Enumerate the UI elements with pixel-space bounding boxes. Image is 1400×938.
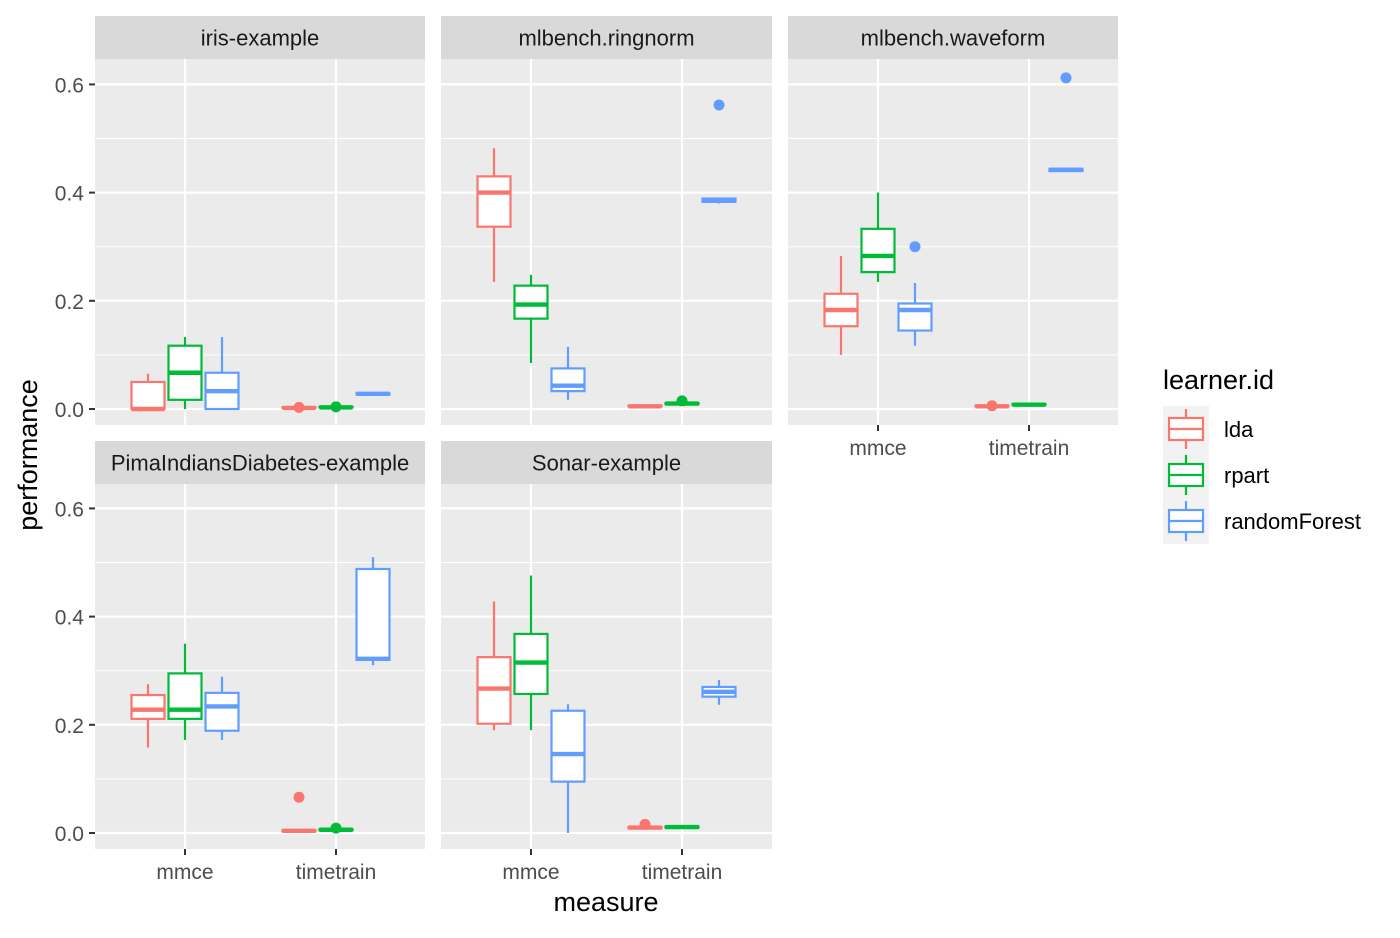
facet-title: Sonar-example [532, 451, 681, 476]
legend-item-lda: lda [1163, 406, 1254, 452]
panel-background [788, 59, 1118, 425]
y-tick-label: 0.0 [55, 823, 84, 846]
facet-panel: PimaIndiansDiabetes-example 0.0 0.2 0.4 0.6 m… [55, 441, 425, 884]
box-randomForest-mmce [204, 337, 240, 411]
legend-item-rpart: rpart [1163, 452, 1269, 498]
box-lda-mmce [823, 255, 859, 355]
legend-item-randomForest: randomForest [1163, 498, 1361, 544]
facet-panel: mlbench.ringnorm [441, 16, 772, 425]
y-tick-label: 0.6 [55, 74, 84, 97]
facet-title: mlbench.ringnorm [518, 26, 694, 51]
box-body [204, 691, 240, 732]
outlier-point [909, 241, 921, 253]
outlier-point [639, 818, 651, 830]
x-tick-label: timetrain [989, 437, 1070, 460]
facet-panel: iris-example 0.0 0.2 0.4 0.6 [55, 16, 425, 425]
box-body [355, 567, 391, 661]
y-axis-title: performance [13, 379, 43, 531]
y-tick-label: 0.2 [55, 715, 84, 738]
box-randomForest-mmce [897, 241, 933, 346]
box-rpart-mmce [513, 274, 549, 364]
outlier-point [330, 822, 342, 834]
box-rpart-mmce [167, 643, 203, 740]
legend: learner.id lda rpart randomForest [1163, 365, 1361, 544]
legend-title: learner.id [1163, 365, 1274, 395]
box-randomForest-timetrain [1048, 72, 1084, 173]
box-rpart-timetrain [318, 822, 354, 834]
box-body [167, 672, 203, 720]
box-lda-mmce [130, 373, 166, 412]
y-tick-label: 0.2 [55, 291, 84, 314]
box-body [130, 380, 166, 411]
box-randomForest-timetrain [355, 557, 391, 666]
box-randomForest-mmce [204, 676, 240, 740]
facet-title: mlbench.waveform [861, 26, 1046, 51]
box-randomForest-mmce [550, 704, 586, 833]
box-lda-timetrain [627, 404, 663, 409]
box-randomForest-timetrain [701, 679, 737, 705]
x-axis-title: measure [553, 887, 658, 917]
box-lda-timetrain [281, 791, 317, 834]
box-lda-timetrain [974, 400, 1010, 412]
outlier-point [293, 791, 305, 803]
x-tick-label: timetrain [296, 861, 377, 884]
facet-strip [788, 16, 1118, 59]
box-body [513, 284, 549, 320]
panel-background [95, 484, 425, 849]
box-rpart-timetrain [318, 401, 354, 413]
box-rpart-mmce [860, 192, 896, 282]
box-rpart-timetrain [1011, 402, 1047, 407]
facet-strip [95, 16, 425, 59]
box-lda-timetrain [627, 818, 663, 830]
facet-strip [441, 441, 772, 484]
box-rpart-timetrain [664, 824, 700, 830]
outlier-point [330, 401, 342, 413]
box-lda-mmce [476, 601, 512, 731]
outlier-point [676, 395, 688, 407]
box-body [476, 175, 512, 228]
box-lda-timetrain [281, 401, 317, 413]
legend-label: lda [1224, 417, 1254, 442]
box-rpart-timetrain [664, 395, 700, 407]
outlier-point [1060, 72, 1072, 84]
box-lda-mmce [476, 148, 512, 282]
box-lda-mmce [130, 684, 166, 748]
box-body [860, 227, 896, 274]
facet-title: iris-example [201, 26, 320, 51]
box-body [550, 709, 586, 783]
y-tick-label: 0.6 [55, 498, 84, 521]
x-tick-label: mmce [849, 437, 906, 460]
panel-background [441, 59, 772, 425]
box-randomForest-timetrain [355, 391, 391, 397]
box-body [130, 693, 166, 720]
x-tick-label: mmce [156, 861, 213, 884]
outlier-point [713, 99, 725, 111]
facet-panel: Sonar-example mmce timetrain [441, 441, 772, 884]
panels-layer: iris-example 0.0 0.2 0.4 0.6 mlbench.ringnorm… [55, 16, 1118, 884]
outlier-point [293, 401, 305, 413]
x-tick-label: timetrain [642, 861, 723, 884]
legend-label: rpart [1224, 463, 1269, 488]
facet-panel: mlbench.waveform mmce timetrain [788, 16, 1118, 460]
y-tick-label: 0.4 [55, 607, 85, 630]
y-tick-label: 0.0 [55, 399, 84, 422]
facet-strip [95, 441, 425, 484]
box-body [897, 302, 933, 332]
box-rpart-mmce [167, 337, 203, 409]
outlier-point [986, 400, 998, 412]
box-rpart-mmce [513, 575, 549, 731]
legend-label: randomForest [1224, 509, 1361, 534]
box-randomForest-timetrain [701, 99, 737, 204]
panel-background [95, 59, 425, 425]
y-tick-label: 0.4 [55, 183, 85, 206]
facet-title: PimaIndiansDiabetes-example [111, 451, 409, 476]
x-tick-label: mmce [502, 861, 559, 884]
facet-strip [441, 16, 772, 59]
box-randomForest-mmce [550, 346, 586, 400]
